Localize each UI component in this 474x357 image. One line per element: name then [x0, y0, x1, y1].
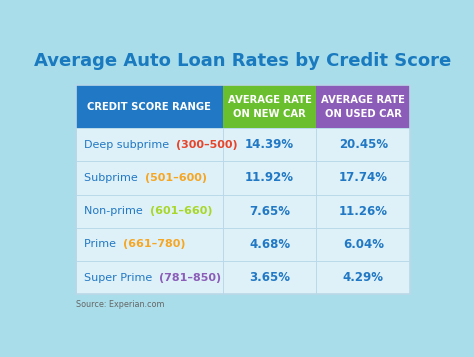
- Bar: [317, 161, 410, 195]
- Text: (781–850): (781–850): [159, 273, 221, 283]
- Text: 20.45%: 20.45%: [339, 138, 388, 151]
- Bar: [223, 128, 317, 161]
- Text: (300–500): (300–500): [176, 140, 237, 150]
- Text: Average Auto Loan Rates by Credit Score: Average Auto Loan Rates by Credit Score: [34, 52, 452, 70]
- Text: 4.68%: 4.68%: [249, 238, 290, 251]
- Text: 17.74%: 17.74%: [339, 171, 388, 185]
- Text: 6.04%: 6.04%: [343, 238, 384, 251]
- Bar: [223, 261, 317, 295]
- Text: (601–660): (601–660): [150, 206, 212, 216]
- Bar: [76, 161, 223, 195]
- Text: Prime: Prime: [84, 240, 123, 250]
- Bar: [223, 161, 317, 195]
- Bar: [223, 228, 317, 261]
- Text: (501–600): (501–600): [145, 173, 207, 183]
- Bar: [76, 195, 223, 228]
- Text: AVERAGE RATE
ON USED CAR: AVERAGE RATE ON USED CAR: [321, 95, 405, 119]
- Bar: [317, 228, 410, 261]
- Bar: [76, 85, 223, 128]
- Text: Non-prime: Non-prime: [84, 206, 150, 216]
- Text: Deep subprime: Deep subprime: [84, 140, 176, 150]
- Text: Super Prime: Super Prime: [84, 273, 159, 283]
- Bar: [317, 85, 410, 128]
- Text: 14.39%: 14.39%: [245, 138, 294, 151]
- Text: AVERAGE RATE
ON NEW CAR: AVERAGE RATE ON NEW CAR: [228, 95, 311, 119]
- Bar: [317, 261, 410, 295]
- Bar: [223, 195, 317, 228]
- Text: CREDIT SCORE RANGE: CREDIT SCORE RANGE: [87, 102, 211, 112]
- Text: Subprime: Subprime: [84, 173, 145, 183]
- Text: 4.29%: 4.29%: [343, 271, 384, 284]
- Bar: [76, 128, 223, 161]
- Text: 3.65%: 3.65%: [249, 271, 290, 284]
- Text: 11.92%: 11.92%: [245, 171, 294, 185]
- Bar: [76, 85, 410, 295]
- Bar: [76, 261, 223, 295]
- Bar: [76, 228, 223, 261]
- Text: (661–780): (661–780): [123, 240, 185, 250]
- Bar: [223, 85, 317, 128]
- Bar: [317, 128, 410, 161]
- Text: 11.26%: 11.26%: [339, 205, 388, 218]
- Text: Source: Experian.com: Source: Experian.com: [76, 300, 164, 309]
- Bar: [317, 195, 410, 228]
- Text: 7.65%: 7.65%: [249, 205, 290, 218]
